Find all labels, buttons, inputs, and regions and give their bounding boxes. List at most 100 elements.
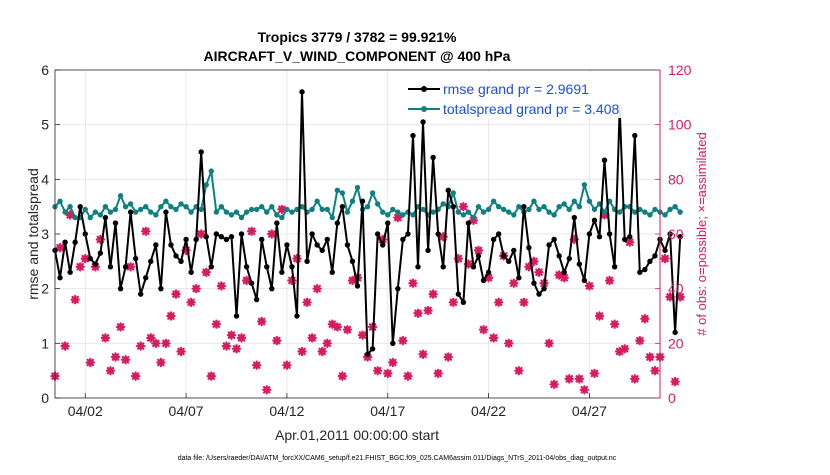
x-tick-label: 04/12 bbox=[269, 403, 304, 419]
rmse-point bbox=[319, 247, 325, 254]
totalspread-point bbox=[632, 209, 638, 215]
obs-marker bbox=[85, 357, 95, 368]
totalspread-point bbox=[364, 203, 371, 210]
obs-marker bbox=[70, 294, 80, 305]
rmse-point bbox=[622, 236, 628, 243]
rmse-point bbox=[112, 220, 119, 226]
totalspread-point bbox=[92, 209, 99, 215]
totalspread-point bbox=[57, 198, 63, 204]
rmse-point bbox=[259, 236, 265, 243]
obs-marker bbox=[130, 371, 141, 381]
rmse-point bbox=[521, 203, 527, 210]
rmse-point bbox=[329, 269, 335, 275]
rmse-point bbox=[354, 283, 361, 289]
rmse-point bbox=[208, 264, 214, 270]
obs-marker bbox=[438, 232, 448, 242]
totalspread-point bbox=[67, 203, 73, 210]
footer-data-file: data file: /Users/raeder/DAI/ATM_forcXX/… bbox=[178, 455, 617, 462]
obs-marker bbox=[186, 297, 196, 308]
rmse-point bbox=[490, 236, 497, 243]
rmse-point bbox=[541, 285, 547, 292]
rmse-point bbox=[475, 253, 482, 259]
obs-marker bbox=[640, 314, 650, 324]
rmse-point bbox=[314, 242, 320, 248]
obs-marker bbox=[267, 229, 277, 239]
x-tick-label: 04/02 bbox=[68, 403, 103, 419]
totalspread-point bbox=[374, 201, 381, 207]
obs-marker bbox=[181, 245, 191, 256]
totalspread-point bbox=[601, 209, 608, 215]
rmse-point bbox=[117, 285, 124, 292]
obs-marker bbox=[307, 333, 317, 343]
obs-marker bbox=[231, 344, 242, 354]
obs-marker bbox=[529, 256, 539, 267]
totalspread-point bbox=[168, 203, 174, 210]
obs-marker bbox=[196, 229, 206, 239]
obs-marker bbox=[620, 344, 630, 354]
obs-marker bbox=[236, 333, 247, 343]
rmse-point bbox=[62, 239, 68, 245]
obs-marker bbox=[246, 226, 257, 236]
totalspread-point bbox=[138, 206, 144, 213]
rmse-point bbox=[405, 231, 411, 237]
rmse-point bbox=[495, 231, 502, 237]
rmse-point bbox=[526, 244, 532, 251]
rmse-point bbox=[289, 264, 295, 270]
obs-marker bbox=[534, 267, 544, 277]
rmse-point bbox=[243, 264, 250, 270]
x-axis-label: Apr.01,2011 00:00:00 start bbox=[275, 427, 439, 443]
totalspread-point bbox=[183, 203, 189, 210]
obs-marker bbox=[216, 281, 227, 291]
rmse-point bbox=[77, 203, 83, 210]
obs-marker bbox=[448, 297, 458, 308]
obs-marker bbox=[564, 374, 574, 384]
totalspread-point bbox=[546, 209, 552, 215]
obs-marker bbox=[625, 237, 635, 247]
rmse-point bbox=[611, 264, 618, 270]
rmse-point bbox=[561, 269, 567, 275]
obs-marker bbox=[206, 371, 216, 381]
totalspread-point bbox=[526, 206, 532, 213]
rmse-point bbox=[349, 258, 356, 265]
totalspread-point bbox=[319, 206, 325, 213]
rmse-point bbox=[566, 255, 572, 262]
rmse-point bbox=[380, 242, 386, 248]
totalspread-point bbox=[511, 212, 517, 218]
obs-marker bbox=[584, 281, 595, 291]
rmse-point bbox=[253, 296, 260, 303]
totalspread-point bbox=[334, 187, 341, 193]
totalspread-point bbox=[158, 203, 164, 210]
totalspread-point bbox=[672, 203, 678, 210]
rmse-point bbox=[571, 214, 577, 221]
y-left-tick-label: 6 bbox=[41, 62, 49, 78]
obs-marker bbox=[519, 297, 529, 308]
y-right-tick-label: 60 bbox=[668, 226, 684, 242]
rmse-point bbox=[294, 313, 300, 319]
rmse-point bbox=[324, 236, 330, 243]
totalspread-point bbox=[148, 209, 154, 215]
obs-marker bbox=[524, 262, 534, 272]
obs-marker bbox=[282, 360, 292, 370]
rmse-point bbox=[425, 247, 431, 254]
rmse-point bbox=[445, 187, 451, 193]
totalspread-point bbox=[107, 209, 114, 215]
y-left-tick-label: 3 bbox=[41, 226, 49, 242]
rmse-point bbox=[677, 234, 683, 240]
grid bbox=[55, 70, 660, 398]
totalspread-point bbox=[289, 209, 295, 215]
rmse-point bbox=[601, 157, 608, 163]
rmse-point bbox=[158, 285, 164, 292]
totalspread-point bbox=[72, 214, 78, 221]
y-left-tick-label: 4 bbox=[41, 171, 49, 187]
legend-spread-label: totalspread grand pr = 3.408 bbox=[443, 101, 620, 117]
y-left-tick-label: 0 bbox=[41, 390, 49, 406]
totalspread-point bbox=[117, 193, 124, 199]
rmse-point bbox=[122, 264, 129, 270]
obs-marker bbox=[544, 338, 554, 349]
totalspread-point bbox=[62, 209, 68, 215]
rmse-point bbox=[148, 258, 154, 265]
obs-marker bbox=[453, 253, 464, 264]
obs-marker bbox=[105, 365, 116, 376]
